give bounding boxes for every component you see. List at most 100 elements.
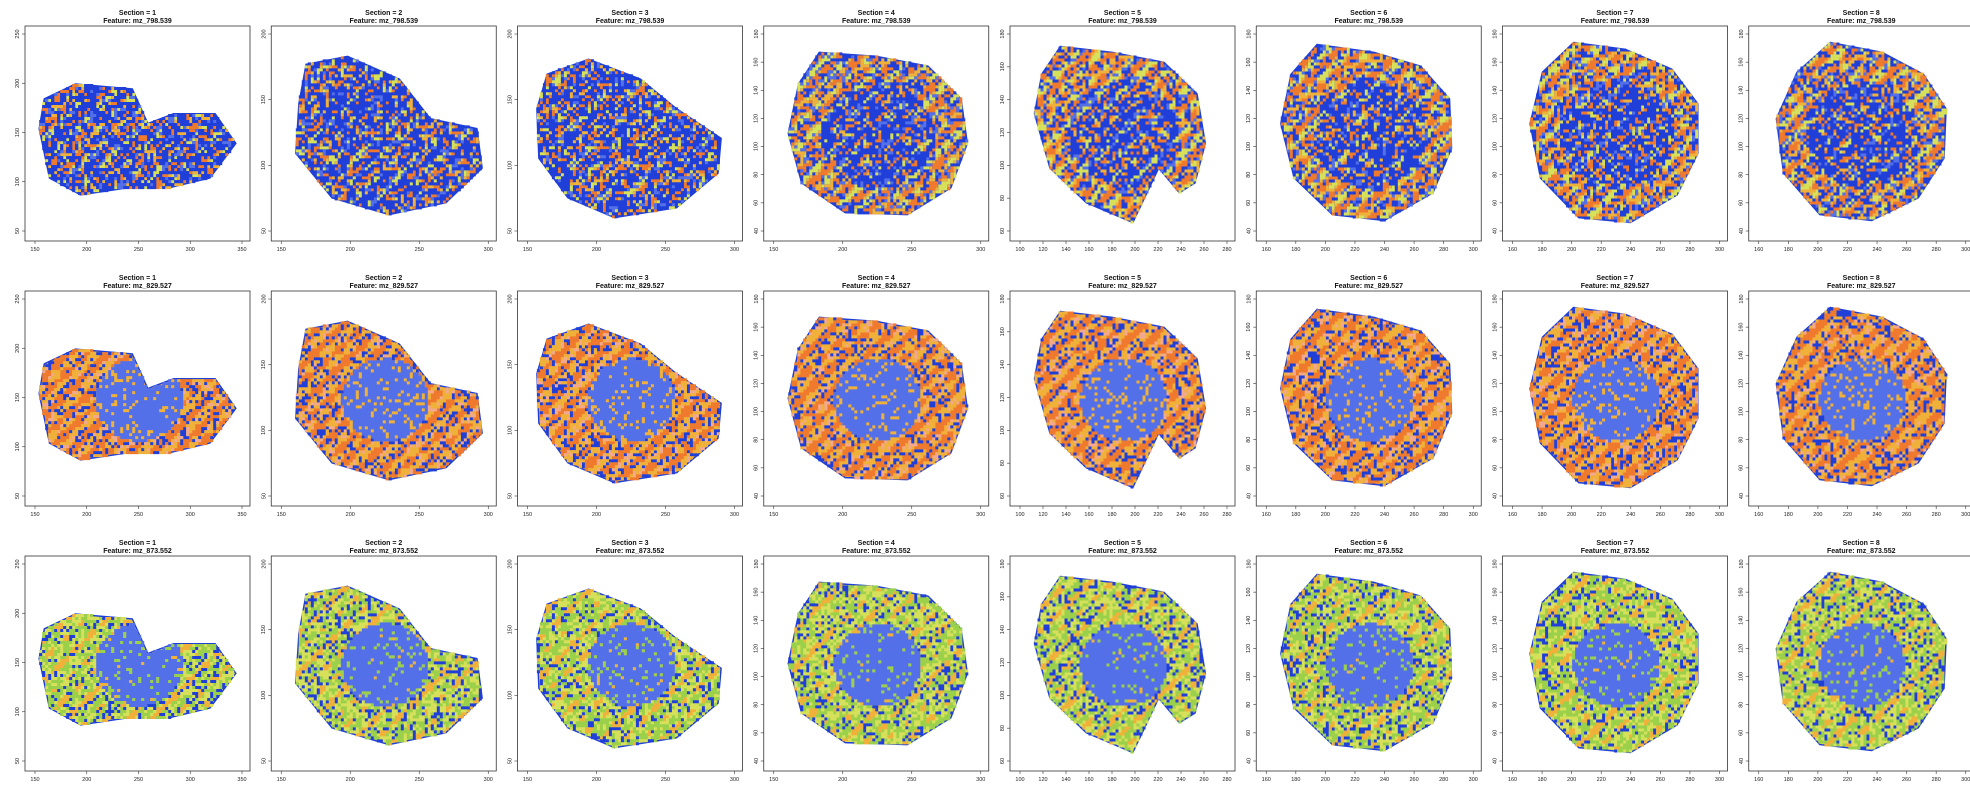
x-tick-label: 240	[1176, 512, 1185, 518]
intensity-pixels	[1572, 623, 1660, 708]
y-tick-label: 100	[1246, 142, 1252, 151]
y-tick-label: 180	[1000, 559, 1006, 568]
x-tick-label: 300	[730, 247, 739, 253]
panel-title-feature: Feature: mz_873.552	[1827, 548, 1896, 555]
intensity-pixels	[1283, 309, 1449, 487]
y-tick-label: 150	[508, 360, 514, 369]
x-tick-label: 220	[1350, 247, 1359, 253]
plot-frame	[1009, 290, 1236, 507]
panel-title-feature: Feature: mz_798.539	[596, 18, 665, 25]
y-tick-label: 80	[754, 172, 760, 178]
y-tick-label: 150	[261, 360, 267, 369]
y-tick-label: 140	[1493, 351, 1499, 360]
plot-frame	[1748, 25, 1970, 242]
x-tick-label: 280	[1439, 777, 1448, 783]
y-tick-label: 80	[754, 702, 760, 708]
x-tick-label: 260	[1199, 777, 1208, 783]
intensity-pixels	[295, 59, 479, 213]
y-tick-label: 120	[1493, 114, 1499, 123]
intensity-pixels	[298, 62, 482, 216]
x-tick-label: 220	[1597, 777, 1606, 783]
x-tick-label: 280	[1932, 512, 1941, 518]
x-tick-label: 250	[134, 512, 143, 518]
x-tick-label: 180	[1537, 512, 1546, 518]
panel-title-section: Section = 5	[1104, 540, 1141, 547]
x-tick-label: 240	[1176, 247, 1185, 253]
x-tick-label: 200	[1130, 512, 1139, 518]
x-tick-label: 160	[1754, 247, 1763, 253]
x-tick-label: 160	[1084, 777, 1093, 783]
y-tick-label: 200	[508, 559, 514, 568]
plot-frame	[270, 290, 497, 507]
y-tick-label: 50	[261, 228, 267, 234]
y-tick-label: 200	[508, 294, 514, 303]
x-tick-label: 180	[1107, 777, 1116, 783]
x-tick-label: 150	[30, 512, 39, 518]
intensity-pixels	[1283, 50, 1452, 219]
y-tick-label: 100	[754, 672, 760, 681]
intensity-pixels	[1776, 575, 1945, 750]
panel-title-feature: Feature: mz_798.539	[1827, 18, 1896, 25]
x-tick-label: 280	[1932, 777, 1941, 783]
y-tick-label: 150	[15, 658, 21, 667]
y-tick-label: 60	[1739, 730, 1745, 736]
intensity-pixels	[536, 330, 720, 481]
x-tick-label: 300	[186, 777, 195, 783]
panel-title-feature: Feature: mz_873.552	[596, 548, 665, 555]
x-tick-label: 220	[1153, 777, 1162, 783]
x-tick-label: 240	[1176, 777, 1185, 783]
x-tick-label: 200	[838, 512, 847, 518]
x-tick-label: 300	[1961, 247, 1970, 253]
y-tick-label: 50	[15, 493, 21, 499]
y-tick-label: 40	[1493, 228, 1499, 234]
x-tick-label: 160	[1262, 247, 1271, 253]
y-tick-label: 100	[1246, 672, 1252, 681]
y-tick-label: 40	[1739, 493, 1745, 499]
intensity-pixels	[1280, 44, 1452, 222]
plot-frame	[763, 290, 990, 507]
intensity-pixels	[587, 622, 675, 707]
x-tick-label: 250	[907, 512, 916, 518]
y-tick-label: 200	[15, 79, 21, 88]
intensity-pixels	[96, 623, 184, 707]
intensity-pixels	[1776, 45, 1945, 220]
y-tick-label: 80	[1739, 172, 1745, 178]
y-tick-label: 60	[1000, 228, 1006, 234]
y-tick-label: 140	[1246, 86, 1252, 95]
x-tick-label: 280	[1439, 247, 1448, 253]
x-tick-label: 300	[186, 247, 195, 253]
y-tick-label: 40	[754, 228, 760, 234]
x-tick-label: 300	[730, 512, 739, 518]
x-tick-label: 250	[415, 777, 424, 783]
y-tick-label: 120	[1000, 128, 1006, 137]
y-tick-label: 50	[15, 758, 21, 764]
y-tick-label: 120	[754, 379, 760, 388]
x-tick-label: 280	[1685, 247, 1694, 253]
panel-title-feature: Feature: mz_829.527	[103, 283, 172, 290]
x-tick-label: 150	[30, 247, 39, 253]
x-tick-label: 250	[415, 247, 424, 253]
x-tick-label: 250	[661, 777, 670, 783]
y-tick-label: 150	[261, 625, 267, 634]
y-tick-label: 140	[1000, 360, 1006, 369]
panel-title-feature: Feature: mz_829.527	[1088, 283, 1157, 290]
x-tick-label: 160	[1262, 512, 1271, 518]
y-tick-label: 120	[1000, 393, 1006, 402]
y-tick-label: 160	[1246, 588, 1252, 597]
intensity-pixels	[295, 589, 479, 743]
x-tick-label: 250	[661, 247, 670, 253]
y-tick-label: 100	[1000, 426, 1006, 435]
y-tick-label: 80	[1493, 437, 1499, 443]
panel-title-section: Section = 3	[611, 540, 648, 547]
x-tick-label: 120	[1038, 247, 1047, 253]
y-tick-label: 100	[754, 407, 760, 416]
y-tick-label: 60	[1739, 465, 1745, 471]
x-tick-label: 200	[1321, 247, 1330, 253]
y-tick-label: 140	[1000, 95, 1006, 104]
